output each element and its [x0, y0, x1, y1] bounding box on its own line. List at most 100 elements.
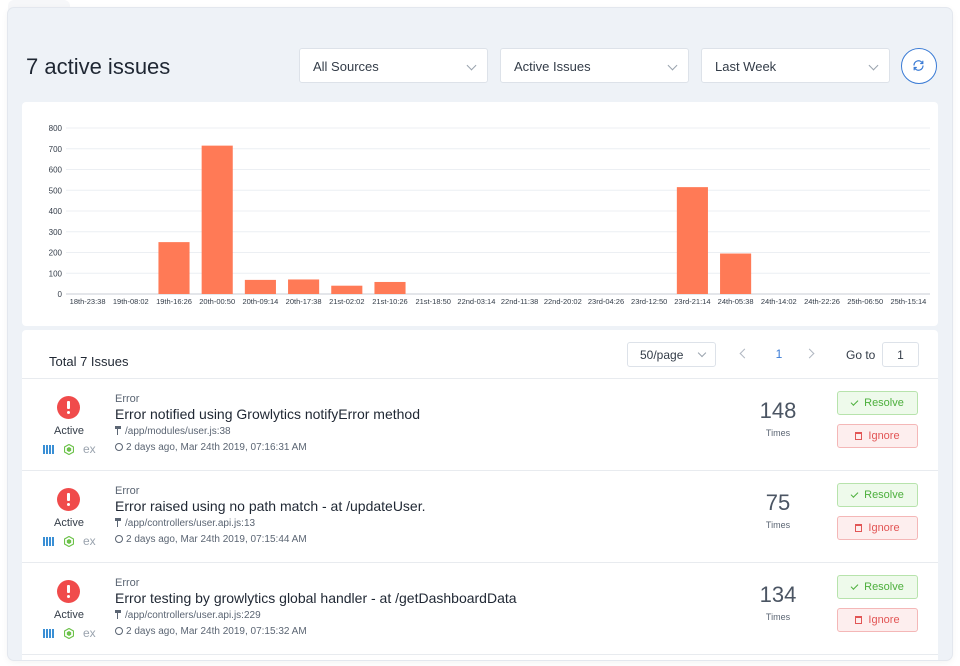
browser-source-icon: [43, 537, 54, 546]
issue-type: Error: [115, 485, 140, 497]
x-tick-label: 23rd-21:14: [674, 297, 710, 306]
x-tick-label: 20th-00:50: [199, 297, 235, 306]
issue-row[interactable]: Active ex Error Error notified using Gro…: [22, 379, 938, 471]
issue-path: /app/modules/user.js:38: [115, 426, 231, 437]
clock-icon: [115, 627, 123, 635]
x-tick-label: 21st-10:26: [372, 297, 407, 306]
issue-time-text: 2 days ago, Mar 24th 2019, 07:15:44 AM: [126, 534, 307, 545]
status-filter-select[interactable]: Active Issues: [500, 48, 689, 83]
total-issues-label: Total 7 Issues: [49, 354, 129, 369]
clock-icon: [115, 535, 123, 543]
issue-path-text: /app/modules/user.js:38: [125, 426, 231, 437]
refresh-button[interactable]: [901, 48, 937, 84]
issue-time: 2 days ago, Mar 24th 2019, 07:15:32 AM: [115, 626, 307, 637]
issue-count: 148: [759, 398, 797, 423]
nodejs-icon: [64, 536, 74, 547]
chevron-down-icon: [697, 348, 707, 358]
issues-list-card: Total 7 Issues 50/page 1 Go to 1 Active …: [22, 330, 938, 660]
y-tick-label: 700: [49, 145, 63, 154]
time-range-value: Last Week: [715, 59, 777, 74]
error-alert-icon: [57, 580, 80, 603]
prev-page-icon[interactable]: [739, 348, 750, 359]
chart-bar[interactable]: [676, 187, 708, 294]
per-page-select[interactable]: 50/page: [627, 342, 716, 367]
issue-row[interactable]: Active ex Error Error testing by growlyt…: [22, 563, 938, 655]
chart-bar[interactable]: [244, 279, 276, 294]
x-tick-label: 24th-14:02: [761, 297, 797, 306]
chart-bar[interactable]: [201, 145, 233, 294]
issue-count-label: Times: [765, 428, 791, 438]
trash-icon: [855, 616, 863, 624]
current-page-number[interactable]: 1: [775, 347, 783, 361]
issue-title[interactable]: Error raised using no path match - at /u…: [115, 498, 426, 514]
issue-time: 2 days ago, Mar 24th 2019, 07:15:44 AM: [115, 534, 307, 545]
express-source-label: ex: [83, 534, 96, 548]
resolve-button[interactable]: Resolve: [837, 575, 918, 599]
x-tick-label: 24th-05:38: [718, 297, 754, 306]
y-tick-label: 500: [49, 186, 63, 195]
x-tick-label: 21st-02:02: [329, 297, 364, 306]
x-tick-label: 24th-22:26: [804, 297, 840, 306]
x-tick-label: 25th-06:50: [847, 297, 883, 306]
ignore-label: Ignore: [868, 522, 900, 534]
browser-source-icon: [43, 629, 54, 638]
source-filter-select[interactable]: All Sources: [299, 48, 488, 83]
dashboard-frame: 7 active issues All Sources Active Issue…: [8, 8, 952, 660]
issue-row[interactable]: Active ex Error Error raised using no pa…: [22, 471, 938, 563]
resolve-button[interactable]: Resolve: [837, 391, 918, 415]
trash-icon: [855, 432, 863, 440]
chevron-down-icon: [868, 60, 879, 71]
ignore-button[interactable]: Ignore: [837, 424, 918, 448]
issue-count: 75: [765, 490, 791, 515]
resolve-label: Resolve: [864, 581, 904, 593]
chart-bar[interactable]: [374, 281, 406, 294]
resolve-label: Resolve: [864, 397, 904, 409]
x-tick-label: 23rd-04:26: [588, 297, 624, 306]
chart-bar[interactable]: [288, 279, 320, 294]
chevron-down-icon: [466, 60, 477, 71]
chevron-down-icon: [667, 60, 678, 71]
time-range-select[interactable]: Last Week: [701, 48, 890, 83]
per-page-value: 50/page: [640, 348, 684, 362]
y-tick-label: 0: [58, 290, 63, 299]
nodejs-icon: [64, 628, 74, 639]
issue-title[interactable]: Error testing by growlytics global handl…: [115, 590, 517, 606]
next-page-icon[interactable]: [804, 348, 815, 359]
issue-path-text: /app/controllers/user.api.js:13: [125, 518, 256, 529]
issue-count-label: Times: [765, 612, 791, 622]
goto-label: Go to: [846, 348, 876, 362]
issue-title[interactable]: Error notified using Growlytics notifyEr…: [115, 406, 420, 422]
chart-bar[interactable]: [720, 253, 752, 294]
chart-bar[interactable]: [158, 242, 190, 294]
pin-icon: [115, 610, 121, 619]
issue-path-text: /app/controllers/user.api.js:229: [125, 610, 261, 621]
resolve-button[interactable]: Resolve: [837, 483, 918, 507]
x-tick-label: 21st-18:50: [415, 297, 450, 306]
divider: [22, 378, 938, 379]
issue-count-label: Times: [765, 520, 791, 530]
x-tick-label: 22nd-20:02: [544, 297, 582, 306]
issue-type: Error: [115, 393, 140, 405]
chart-bar[interactable]: [331, 285, 363, 294]
issue-time-text: 2 days ago, Mar 24th 2019, 07:15:32 AM: [126, 626, 307, 637]
x-tick-label: 20th-17:38: [286, 297, 322, 306]
ignore-button[interactable]: Ignore: [837, 516, 918, 540]
goto-page-input[interactable]: 1: [882, 342, 919, 367]
x-tick-label: 23rd-12:50: [631, 297, 667, 306]
y-tick-label: 300: [49, 228, 63, 237]
issue-count: 134: [759, 582, 797, 607]
page-title: 7 active issues: [26, 54, 171, 79]
check-icon: [850, 490, 859, 498]
issue-type: Error: [115, 577, 140, 589]
y-tick-label: 400: [49, 207, 63, 216]
nodejs-icon: [64, 444, 74, 455]
browser-source-icon: [43, 445, 54, 454]
error-alert-icon: [57, 396, 80, 419]
check-icon: [850, 398, 859, 406]
ignore-button[interactable]: Ignore: [837, 608, 918, 632]
x-tick-label: 19th-16:26: [156, 297, 192, 306]
y-tick-label: 100: [49, 269, 63, 278]
x-tick-label: 22nd-11:38: [501, 297, 538, 306]
x-tick-label: 20th-09:14: [242, 297, 278, 306]
resolve-label: Resolve: [864, 489, 904, 501]
